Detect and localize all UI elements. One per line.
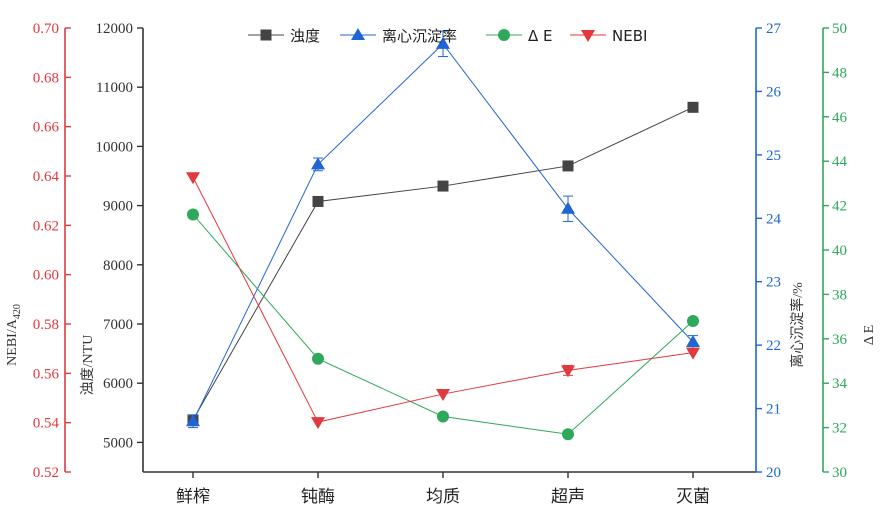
category-label: 均质 <box>426 487 460 507</box>
point-sediment <box>561 201 575 214</box>
point-deltaE <box>687 315 699 328</box>
nebi-tick-label: 0.64 <box>33 169 60 185</box>
nebi-axis-label-main: NEBI/A <box>5 318 20 366</box>
deltaE-tick-label: 46 <box>832 110 848 126</box>
sediment-tick-label: 21 <box>766 402 781 418</box>
turbidity-tick-label: 9000 <box>103 199 133 215</box>
turbidity-tick-label: 12000 <box>96 21 134 37</box>
category-label: 钝酶 <box>301 487 335 507</box>
turbidity-tick-label: 11000 <box>96 80 133 96</box>
series-line-turbidity <box>192 106 694 421</box>
sediment-axis-label: 离心沉淀率/% <box>789 282 806 368</box>
sediment-tick-label: 26 <box>766 84 782 100</box>
sediment-tick-label: 27 <box>766 21 782 37</box>
turbidity-tick-label: 8000 <box>103 258 133 274</box>
legend-label: Δ E <box>528 27 553 45</box>
deltaE-tick-label: 40 <box>832 243 847 259</box>
nebi-axis-label-sub: 420 <box>12 304 23 319</box>
deltaE-tick-label: 42 <box>832 199 847 215</box>
category-label: 鲜榨 <box>176 487 210 507</box>
legend-marker <box>351 28 365 40</box>
sediment-tick-label: 23 <box>766 275 781 291</box>
deltaE-tick-label: 38 <box>832 287 847 303</box>
turbidity-tick-label: 6000 <box>103 376 133 392</box>
category-label: 灭菌 <box>676 487 710 507</box>
deltaE-tick-label: 50 <box>832 21 847 37</box>
point-sediment <box>686 334 700 347</box>
point-turbidity <box>687 101 699 113</box>
point-deltaE <box>187 208 199 221</box>
nebi-tick-label: 0.62 <box>33 218 59 234</box>
deltaE-tick-label: 44 <box>832 154 848 170</box>
nebi-tick-label: 0.68 <box>33 70 59 86</box>
sediment-tick-label: 20 <box>766 465 781 481</box>
point-nebi <box>436 389 450 402</box>
nebi-tick-label: 0.70 <box>33 21 59 37</box>
nebi-tick-label: 0.54 <box>33 416 60 432</box>
series-line-sediment <box>192 43 694 422</box>
point-deltaE <box>437 410 449 423</box>
nebi-tick-label: 0.66 <box>33 120 60 136</box>
sediment-tick-label: 22 <box>766 338 781 354</box>
point-nebi <box>311 417 325 430</box>
category-label: 超声 <box>551 487 585 507</box>
nebi-tick-label: 0.60 <box>33 268 59 284</box>
deltaE-tick-label: 30 <box>832 465 847 481</box>
nebi-tick-label: 0.56 <box>33 366 60 382</box>
point-nebi <box>186 172 200 185</box>
deltaE-tick-label: 32 <box>832 421 847 437</box>
deltaE-axis-label: Δ E <box>862 325 877 345</box>
point-nebi <box>686 347 700 360</box>
deltaE-tick-label: 36 <box>832 332 848 348</box>
legend-label: 浊度 <box>290 27 320 45</box>
deltaE-tick-label: 34 <box>832 376 848 392</box>
series-line-nebi <box>192 177 694 423</box>
point-turbidity <box>437 180 449 192</box>
point-turbidity <box>562 160 574 172</box>
nebi-tick-label: 0.58 <box>33 317 59 333</box>
point-sediment <box>311 157 325 170</box>
legend-label: NEBI <box>612 27 647 45</box>
point-sediment <box>186 414 200 427</box>
nebi-tick-label: 0.52 <box>33 465 59 481</box>
turbidity-tick-label: 10000 <box>96 139 134 155</box>
sediment-tick-label: 25 <box>766 148 781 164</box>
legend-marker <box>581 30 595 42</box>
point-nebi <box>561 365 575 378</box>
turbidity-tick-label: 7000 <box>103 317 133 333</box>
point-turbidity <box>312 195 324 207</box>
point-sediment <box>436 36 450 49</box>
nebi-axis-label: NEBI/A420 <box>5 304 23 366</box>
legend-marker <box>260 29 272 41</box>
legend-marker <box>498 29 510 41</box>
turbidity-axis-label: 浊度/NTU <box>80 335 96 396</box>
deltaE-tick-label: 48 <box>832 65 847 81</box>
point-deltaE <box>562 428 574 441</box>
point-deltaE <box>312 352 324 365</box>
legend-label: 离心沉淀率 <box>382 27 457 45</box>
turbidity-tick-label: 5000 <box>103 435 133 451</box>
sediment-tick-label: 24 <box>766 211 782 227</box>
